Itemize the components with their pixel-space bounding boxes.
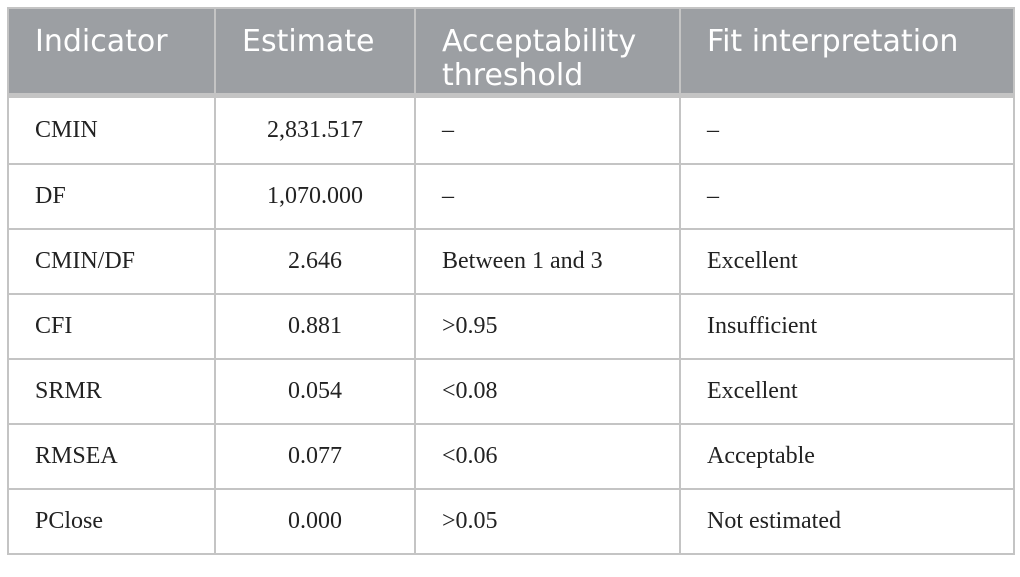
table-cell: PClose (7, 487, 216, 555)
table-row: CMIN 2,831.517– – (7, 93, 1015, 165)
table-cell: – (679, 162, 1015, 230)
table-cell: CMIN/DF (7, 227, 216, 295)
table-cell: <0.08 (414, 357, 681, 425)
table-header: Indicator Estimate Acceptability threshold… (8, 8, 1015, 96)
table-cell: – (414, 162, 681, 230)
table-cell: 0.077 (214, 422, 416, 490)
table-cell: 0.054 (214, 357, 416, 425)
table-cell: >0.95 (414, 292, 681, 360)
table-cell: – (414, 93, 681, 165)
table-row: CFI 0.881 >0.95 Insufficient (7, 292, 1015, 360)
table-cell: Insufficient (679, 292, 1015, 360)
table-row: CMIN/DF 2.646 Between 1 and 3 Excellent (7, 227, 1015, 295)
table-cell: <0.06 (414, 422, 681, 490)
header-cell: Acceptability threshold (415, 8, 681, 96)
table-cell: 2,831.517 (214, 93, 416, 165)
header-cell: Estimate (215, 8, 416, 96)
table-cell: >0.05 (414, 487, 681, 555)
table-cell: Excellent (679, 357, 1015, 425)
table-cell: 1,070.000 (214, 162, 416, 230)
table-cell: Not estimated (679, 487, 1015, 555)
header-row: Indicator Estimate Acceptability threshold… (8, 8, 1015, 96)
table-cell: CMIN (7, 93, 216, 165)
table-cell: Acceptable (679, 422, 1015, 490)
table-cell: CFI (7, 292, 216, 360)
table-container: Indicator Estimate Acceptability threshold… (7, 7, 1015, 555)
table-row: RMSEA 0.077 <0.06 Acceptable (7, 422, 1015, 490)
table-body: CMIN 2,831.517– – DF 1,070.000– – CMIN/DF 2.646… (7, 93, 1015, 555)
table-cell: Excellent (679, 227, 1015, 295)
table-cell: RMSEA (7, 422, 216, 490)
header-cell: Fit interpretation (680, 8, 1015, 96)
header-cell: Indicator (8, 8, 216, 96)
table-row: SRMR 0.054 <0.08 Excellent (7, 357, 1015, 425)
table-cell: SRMR (7, 357, 216, 425)
table-cell: – (679, 93, 1015, 165)
table-cell: 0.000 (214, 487, 416, 555)
table-row: PClose 0.000 >0.05 Not estimated (7, 487, 1015, 555)
table-cell: 2.646 (214, 227, 416, 295)
fit-table: Indicator Estimate Acceptability threshold… (7, 7, 1015, 555)
table-cell: Between 1 and 3 (414, 227, 681, 295)
table-cell: DF (7, 162, 216, 230)
table-cell: 0.881 (214, 292, 416, 360)
table-row: DF 1,070.000– – (7, 162, 1015, 230)
